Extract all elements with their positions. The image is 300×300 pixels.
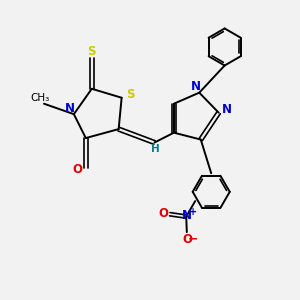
Text: S: S <box>88 45 96 58</box>
Text: N: N <box>222 103 232 116</box>
Text: methyl: methyl <box>36 99 41 100</box>
Text: CH₃: CH₃ <box>31 93 50 103</box>
Text: O: O <box>158 207 168 220</box>
Text: N: N <box>182 209 192 223</box>
Text: H: H <box>151 144 160 154</box>
Text: +: + <box>189 207 197 217</box>
Text: O: O <box>182 233 192 246</box>
Text: N: N <box>65 102 75 115</box>
Text: −: − <box>188 232 199 245</box>
Text: N: N <box>191 80 201 93</box>
Text: O: O <box>72 163 82 176</box>
Text: S: S <box>126 88 134 101</box>
